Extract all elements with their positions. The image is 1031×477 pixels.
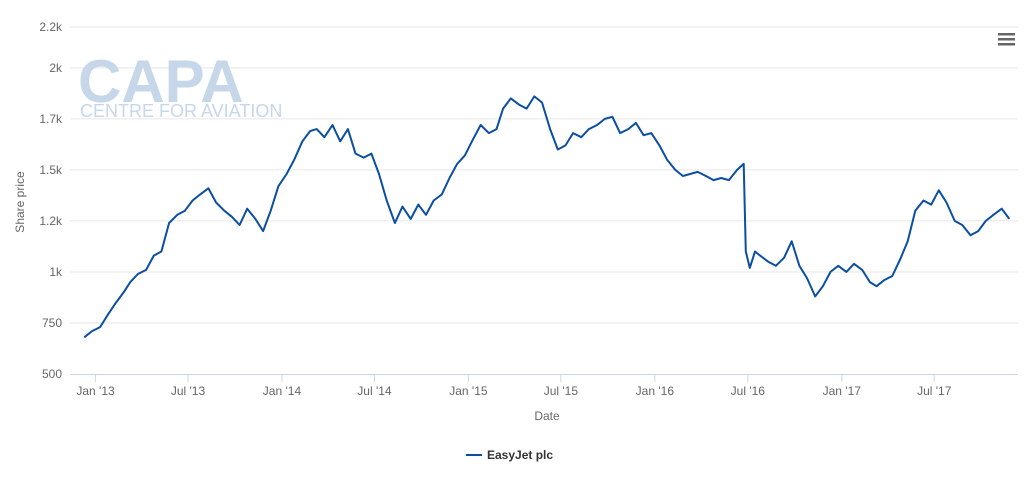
legend[interactable]: EasyJet plc <box>466 448 553 462</box>
watermark-main: CAPA <box>78 48 244 115</box>
series-line-easyjet[interactable] <box>83 95 1011 339</box>
x-tick-label: Jan '16 <box>636 384 675 398</box>
y-tick-label: 2.2k <box>39 20 63 34</box>
y-tick-label: 1.7k <box>39 112 63 126</box>
x-tick-label: Jan '14 <box>263 384 302 398</box>
x-axis-title: Date <box>534 409 560 423</box>
x-tick-label: Jul '15 <box>544 384 579 398</box>
y-tick-label: 1k <box>49 265 63 279</box>
x-tick-label: Jan '17 <box>823 384 862 398</box>
x-tick-label: Jul '13 <box>171 384 206 398</box>
x-tick-label: Jan '15 <box>449 384 488 398</box>
x-axis: Jan '13 Jul '13 Jan '14 Jul '14 Jan '15 Jul '… <box>70 374 1018 398</box>
series-layer <box>83 95 1011 339</box>
gridlines <box>70 26 1018 324</box>
capa-watermark: CAPA CENTRE FOR AVIATION <box>78 48 282 121</box>
watermark-sub: CENTRE FOR AVIATION <box>80 101 282 121</box>
y-tick-label: 1.5k <box>39 163 63 177</box>
y-tick-label: 750 <box>42 316 62 330</box>
y-tick-label: 1.2k <box>39 214 63 228</box>
x-tick-label: Jul '17 <box>917 384 952 398</box>
y-tick-label: 2k <box>49 61 63 75</box>
x-tick-label: Jul '16 <box>731 384 766 398</box>
x-tick-label: Jan '13 <box>76 384 115 398</box>
legend-label: EasyJet plc <box>487 448 553 462</box>
hamburger-menu-icon[interactable] <box>996 30 1018 48</box>
y-tick-label: 500 <box>42 367 62 381</box>
y-axis-ticks: 500 750 1k 1.2k 1.5k 1.7k 2k 2.2k <box>39 20 63 381</box>
x-tick-label: Jul '14 <box>357 384 392 398</box>
y-axis-title: Share price <box>13 171 27 233</box>
